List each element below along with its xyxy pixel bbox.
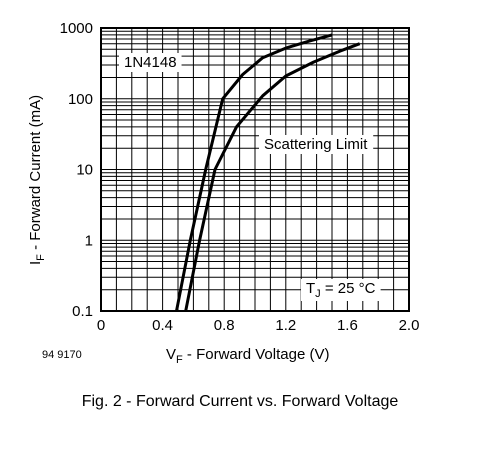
y-tick-label: 1 <box>85 232 93 249</box>
figure-caption: Fig. 2 - Forward Current vs. Forward Vol… <box>81 393 399 410</box>
series-line <box>184 42 361 312</box>
x-tick-label: 0 <box>97 317 105 334</box>
y-axis-label: IF - Forward Current (mA) <box>27 95 47 265</box>
x-tick-label: 1.2 <box>275 317 296 334</box>
device-label: 1N4148 <box>124 54 177 71</box>
scattering-limit-label: Scattering Limit <box>264 136 368 153</box>
annotation-background <box>259 135 374 154</box>
x-tick-label: 0.8 <box>214 317 235 334</box>
x-axis-label: VF - Forward Voltage (V) <box>166 346 329 366</box>
annotation-background <box>301 279 381 301</box>
plot-frame <box>100 27 410 312</box>
y-tick-labels: 0.1 1 10 100 1000 <box>60 20 93 320</box>
x-tick-label: 0.4 <box>152 317 173 334</box>
temperature-label: TJ = 25 °C <box>306 280 376 300</box>
x-tick-label: 2.0 <box>399 317 420 334</box>
y-tick-label: 0.1 <box>72 303 93 320</box>
y-tick-label: 1000 <box>60 20 93 37</box>
y-tick-label: 10 <box>76 162 93 179</box>
y-tick-label: 100 <box>68 91 93 108</box>
series-line <box>175 33 333 312</box>
x-tick-label: 1.6 <box>337 317 358 334</box>
annotation-background <box>119 53 182 72</box>
x-tick-labels: 0 0.4 0.8 1.2 1.6 2.0 <box>97 317 420 334</box>
series-group <box>175 33 361 312</box>
figure-id: 94 9170 <box>42 349 82 361</box>
